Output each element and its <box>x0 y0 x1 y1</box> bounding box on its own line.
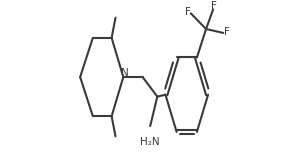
Text: H₂N: H₂N <box>140 137 160 147</box>
Text: N: N <box>121 68 128 78</box>
Text: F: F <box>185 7 191 17</box>
Text: F: F <box>211 0 217 11</box>
Text: F: F <box>224 27 230 37</box>
